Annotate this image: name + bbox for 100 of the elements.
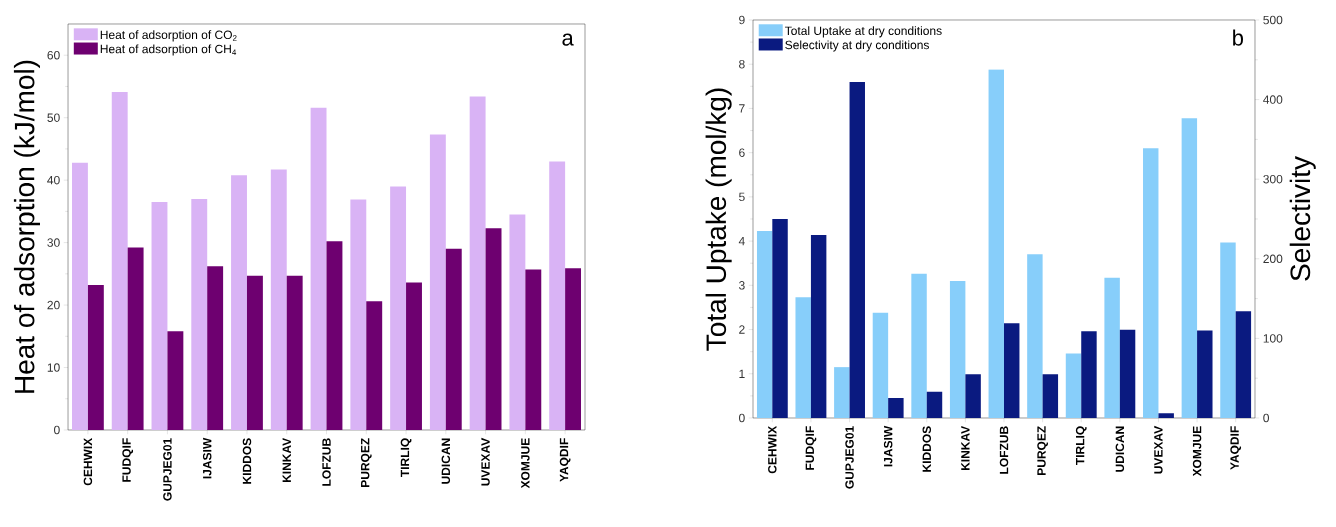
bar: [509, 214, 526, 430]
x-tick-label: CEHWIX: [83, 437, 93, 486]
bar: [366, 301, 383, 430]
bar: [231, 175, 247, 430]
bar: [87, 285, 104, 430]
y-tick-label: 60: [47, 50, 60, 60]
x-tick-label: IJASIW: [202, 437, 212, 479]
y-tick-label: 0: [54, 425, 60, 435]
bar: [406, 282, 422, 430]
y2-tick-label: 400: [1263, 95, 1283, 104]
x-tick-label: KIDDOS: [242, 438, 252, 484]
bar: [469, 96, 486, 430]
y-tick-label: 5: [739, 192, 745, 202]
y2-tick-label: 500: [1263, 15, 1283, 25]
bar: [127, 247, 144, 430]
x-tick-label: CEHWIX: [768, 425, 777, 474]
bar: [326, 241, 343, 430]
y2-tick-label: 300: [1263, 174, 1283, 184]
bar: [888, 398, 904, 418]
bar: [310, 107, 327, 430]
bar: [350, 199, 367, 430]
y-tick-label: 7: [739, 104, 745, 113]
legend-label: Selectivity at dry conditions: [785, 40, 929, 52]
bar: [445, 248, 462, 430]
bar: [525, 269, 542, 430]
legend-label: Heat of adsorption of CH$_{4}$: [100, 44, 237, 56]
y-tick-label: 10: [47, 363, 60, 372]
y2-tick-label: 100: [1263, 334, 1283, 343]
y-tick-label: 50: [47, 113, 60, 122]
x-tick-label: YAQDIF: [559, 438, 571, 482]
bar: [834, 367, 850, 418]
bar: [167, 331, 184, 430]
y-tick-label: 30: [47, 238, 60, 247]
annotation: b: [1233, 29, 1244, 46]
x-tick-label: UDICAN: [441, 438, 451, 484]
bar: [191, 198, 208, 430]
y-tick-label: 40: [47, 175, 60, 185]
bar: [207, 266, 224, 430]
bar: [565, 268, 582, 430]
y-tick-label: 6: [739, 148, 745, 157]
x-tick-label: UDICAN: [1115, 426, 1125, 472]
bar: [151, 202, 168, 430]
y-tick-label: 1: [739, 369, 745, 378]
annotation: a: [562, 33, 574, 46]
y2-tick-label: 0: [1263, 413, 1270, 423]
bar: [872, 312, 889, 418]
x-tick-label: FUDQIF: [122, 438, 134, 482]
y-tick-label: 4: [738, 236, 745, 246]
x-tick-label: LOFZUB: [999, 426, 1009, 474]
bar: [246, 275, 263, 430]
x-tick-label: IJASIW: [883, 425, 893, 467]
bar: [286, 275, 303, 430]
bar: [1181, 118, 1198, 418]
x-tick-label: UVEXAV: [481, 437, 490, 486]
bar: [1197, 330, 1213, 418]
x-tick-label: TIRLIQ: [1075, 426, 1087, 465]
y-axis-title: Heat of adsorption (kJ/mol): [13, 60, 40, 393]
y-tick-label: 8: [739, 59, 745, 69]
y-axis-title: Total Uptake (mol/kg): [705, 88, 732, 351]
bar: [1158, 413, 1174, 418]
y2-tick-label: 200: [1263, 254, 1283, 264]
bar: [1042, 374, 1059, 418]
bar: [911, 273, 927, 418]
x-tick-label: KINKAV: [961, 425, 970, 471]
y-tick-label: 2: [739, 325, 745, 334]
x-tick-label: GUPJEG01: [163, 438, 172, 501]
bar: [390, 186, 407, 430]
x-tick-label: KIDDOS: [922, 426, 932, 472]
legend-label: Heat of adsorption of CO$_{2}$: [100, 30, 237, 42]
bar: [429, 134, 446, 430]
bar: [270, 169, 287, 430]
bar: [949, 280, 966, 418]
bar: [988, 69, 1004, 418]
bar: [111, 92, 128, 430]
bar: [849, 82, 865, 418]
x-tick-label: XOMJUE: [1192, 426, 1202, 477]
x-tick-label: LOFZUB: [322, 438, 331, 486]
bar: [1004, 323, 1020, 418]
legend-label: Total Uptake at dry conditions: [784, 26, 942, 38]
bar: [1143, 148, 1159, 418]
x-tick-label: KINKAV: [282, 437, 291, 483]
x-tick-label: PURQEZ: [1037, 426, 1048, 475]
bar: [71, 162, 88, 430]
x-tick-label: PURQEZ: [360, 438, 372, 487]
x-tick-label: FUDQIF: [805, 426, 817, 470]
y-tick-label: 9: [739, 15, 745, 25]
y-tick-label: 20: [47, 300, 60, 310]
x-tick-label: TIRLIQ: [400, 438, 412, 477]
bar: [485, 228, 502, 430]
x-tick-label: UVEXAV: [1154, 425, 1163, 474]
bar: [926, 391, 943, 418]
x-tick-label: XOMJUE: [521, 438, 530, 489]
y2-axis-title: Selectivity: [1289, 156, 1316, 281]
y-tick-label: 0: [739, 413, 745, 423]
bar: [965, 374, 981, 418]
bar: [1027, 254, 1043, 418]
x-tick-label: GUPJEG01: [845, 426, 854, 489]
y-tick-label: 3: [738, 281, 745, 290]
bar: [549, 161, 566, 430]
x-tick-label: YAQDIF: [1230, 426, 1242, 470]
